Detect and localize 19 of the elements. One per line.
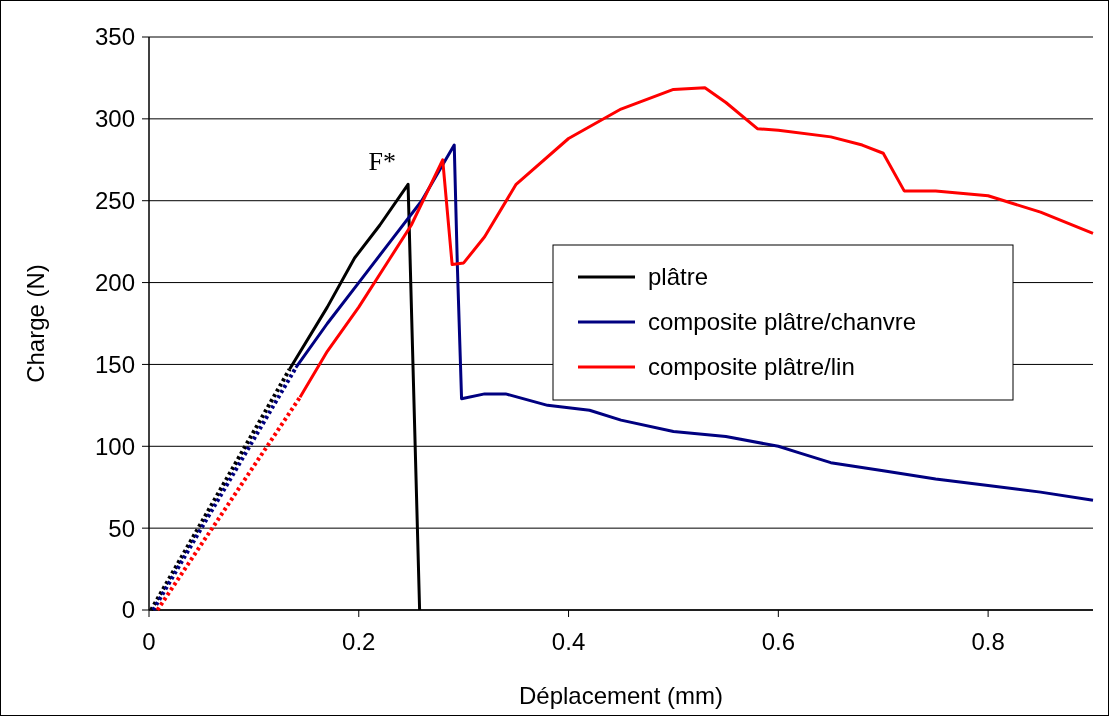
x-tick-label: 0.2 bbox=[342, 628, 376, 655]
x-tick-label: 0.6 bbox=[761, 628, 796, 655]
y-tick-label: 100 bbox=[94, 432, 135, 460]
y-tick-label: 150 bbox=[94, 350, 135, 378]
y-tick-label: 300 bbox=[94, 105, 135, 133]
x-tick-label: 0 bbox=[142, 628, 156, 655]
y-tick-label: 50 bbox=[108, 514, 135, 542]
y-tick-label: 0 bbox=[121, 596, 135, 624]
x-axis-title: Déplacement (mm) bbox=[518, 682, 724, 709]
y-tick-label: 200 bbox=[94, 268, 135, 296]
y-tick-label: 350 bbox=[94, 23, 135, 51]
y-axis-title: Charge (N) bbox=[22, 264, 49, 383]
x-tick-label: 0.4 bbox=[551, 628, 586, 655]
legend-label: composite plâtre/lin bbox=[648, 353, 855, 381]
x-tick-label: 0.8 bbox=[971, 628, 1005, 655]
y-tick-label: 250 bbox=[94, 187, 135, 215]
annotation: F* bbox=[368, 147, 397, 177]
legend-label: composite plâtre/chanvre bbox=[648, 308, 917, 336]
legend-label: plâtre bbox=[648, 263, 709, 291]
